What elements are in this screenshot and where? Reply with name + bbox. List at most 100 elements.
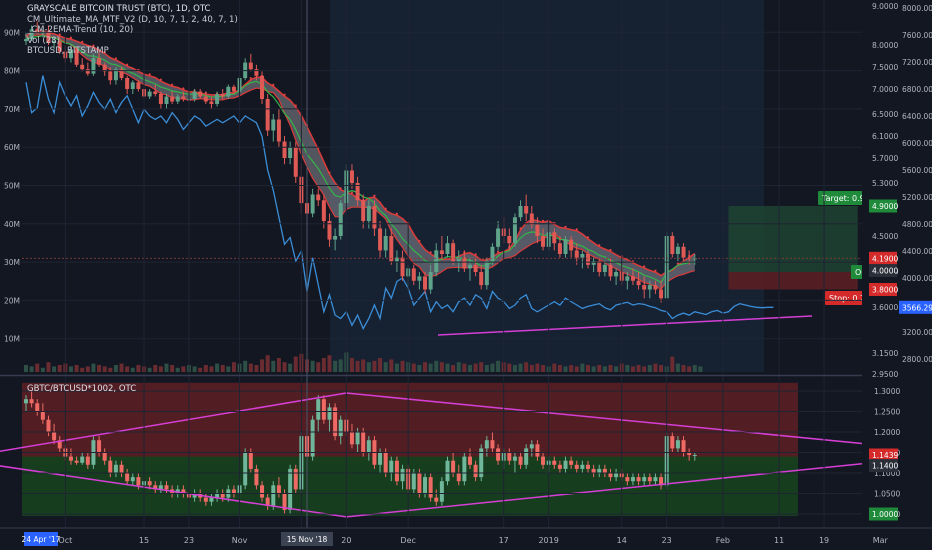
open-price-badge: 4.0000 (872, 267, 898, 276)
time-axis-label: 23 (662, 536, 672, 545)
volume-bar (529, 365, 534, 372)
candle-body (333, 236, 338, 240)
time-axis-label: Nov (232, 536, 248, 545)
volume-bar (226, 366, 231, 372)
candle-body (574, 250, 579, 258)
indicator-btcusd[interactable]: BTCUSD, BITSTAMP (27, 46, 109, 56)
candle-body (220, 94, 225, 97)
volume-bar (24, 365, 28, 372)
ratio-candle-body (203, 497, 208, 502)
candle-body (687, 257, 692, 259)
ratio-candle-body (378, 452, 383, 465)
volume-bar (462, 363, 467, 372)
ratio-candle-body (473, 464, 478, 478)
ratio-candle-body (29, 399, 34, 404)
ratio-candle-body (158, 485, 163, 490)
ratio-candle-body (597, 468, 602, 473)
ratio-title[interactable]: GBTC/BTCUSD*1002, OTC (27, 384, 137, 394)
stop-zone (728, 272, 858, 290)
ratio-candle-body (181, 489, 186, 494)
volume-bar (473, 363, 478, 372)
triangle-line (346, 392, 892, 448)
candle-body (602, 264, 607, 272)
indicator-ma-mtf[interactable]: CM_Ultimate_MA_MTF_V2 (D, 10, 7, 1, 2, 4… (27, 14, 238, 25)
candle-body (479, 272, 484, 286)
ratio-candle-body (647, 477, 652, 482)
candle-body (52, 41, 57, 44)
cursor-date-label: 15 Nov '18 (287, 535, 328, 544)
left-axis-label: 90M (4, 28, 20, 37)
volume-bar (507, 363, 512, 372)
ma-dot (384, 207, 387, 210)
volume-bar (411, 363, 416, 372)
candle-body (512, 217, 517, 244)
ma-dot (249, 77, 252, 80)
candle-body (271, 119, 276, 131)
candle-body (552, 232, 557, 244)
candle-body (125, 78, 130, 89)
candle-body (231, 86, 236, 92)
volume-bar (451, 365, 456, 372)
ratio-candle-body (316, 399, 321, 420)
ratio-candle-body (541, 456, 546, 465)
symbol-title[interactable]: GRAYSCALE BITCOIN TRUST (BTC), 1D, OTC (27, 4, 211, 14)
ratio-candle-body (52, 432, 57, 441)
volume-bar (569, 365, 574, 372)
volume-bar (608, 365, 613, 372)
ratio-candle-body (366, 440, 371, 453)
candle-body (158, 94, 163, 104)
candle-body (265, 99, 270, 131)
open-label-bg (851, 265, 865, 279)
volume-bar (428, 363, 433, 372)
ratio-candle-body (456, 473, 461, 482)
ratio-candle-body (451, 460, 456, 473)
time-axis-label: 19 (819, 536, 829, 545)
price-axis-label: 4.5000 (872, 232, 898, 241)
candle-body (383, 236, 388, 251)
left-axis-label: 80M (4, 67, 20, 76)
ma-dot (171, 83, 174, 86)
ma-dot (182, 87, 185, 90)
ratio-candle-body (518, 456, 523, 465)
time-axis-label: 14 (617, 536, 627, 545)
ratio-candle-body (552, 460, 557, 465)
volume-bar (445, 363, 450, 372)
upper-trend-line (437, 315, 813, 336)
ratio-candle-body (40, 411, 45, 420)
volume-bar (288, 363, 293, 372)
volume-bar (113, 365, 118, 372)
volume-bar (535, 363, 540, 372)
target-label-bg (818, 191, 864, 205)
ratio-candle-body (327, 407, 332, 420)
btc-axis-label: 4400.00 (902, 247, 932, 256)
candle-body (653, 285, 658, 290)
volume-bar (552, 363, 557, 372)
ratio-candle-body (248, 452, 253, 469)
candle-body (675, 246, 680, 254)
candle-body (276, 119, 281, 142)
indicator-volume[interactable]: Vol (28) (27, 35, 60, 46)
volume-bar (630, 366, 635, 372)
volume-bar (625, 365, 630, 372)
volume-bar (321, 358, 326, 372)
ratio-candle-body (130, 477, 135, 482)
volume-bar (333, 360, 338, 372)
indicator-2ema-trend[interactable]: _CM-2EMA-Trend (10, 20) (27, 25, 134, 35)
ratio-candle-body (389, 460, 394, 473)
candle-body (417, 276, 422, 281)
ratio-candle-body (512, 456, 517, 461)
ma-dot (92, 44, 95, 47)
volume-bar (456, 362, 461, 372)
volume-bar (642, 366, 647, 372)
ma-dot (103, 50, 106, 54)
ma-dot (564, 225, 567, 228)
ratio-candle-body (355, 432, 360, 445)
time-axis-label: Mar (873, 536, 889, 545)
candle-body (68, 49, 73, 59)
btc-axis-label: 5200.00 (902, 193, 932, 202)
ratio-candle-body (681, 440, 686, 453)
btc-axis: 8000.00 7600.00 7200.00 6800.00 6400.00 6000.… (902, 4, 932, 364)
ratio-candle-body (361, 432, 366, 453)
ma-dot (575, 228, 578, 231)
